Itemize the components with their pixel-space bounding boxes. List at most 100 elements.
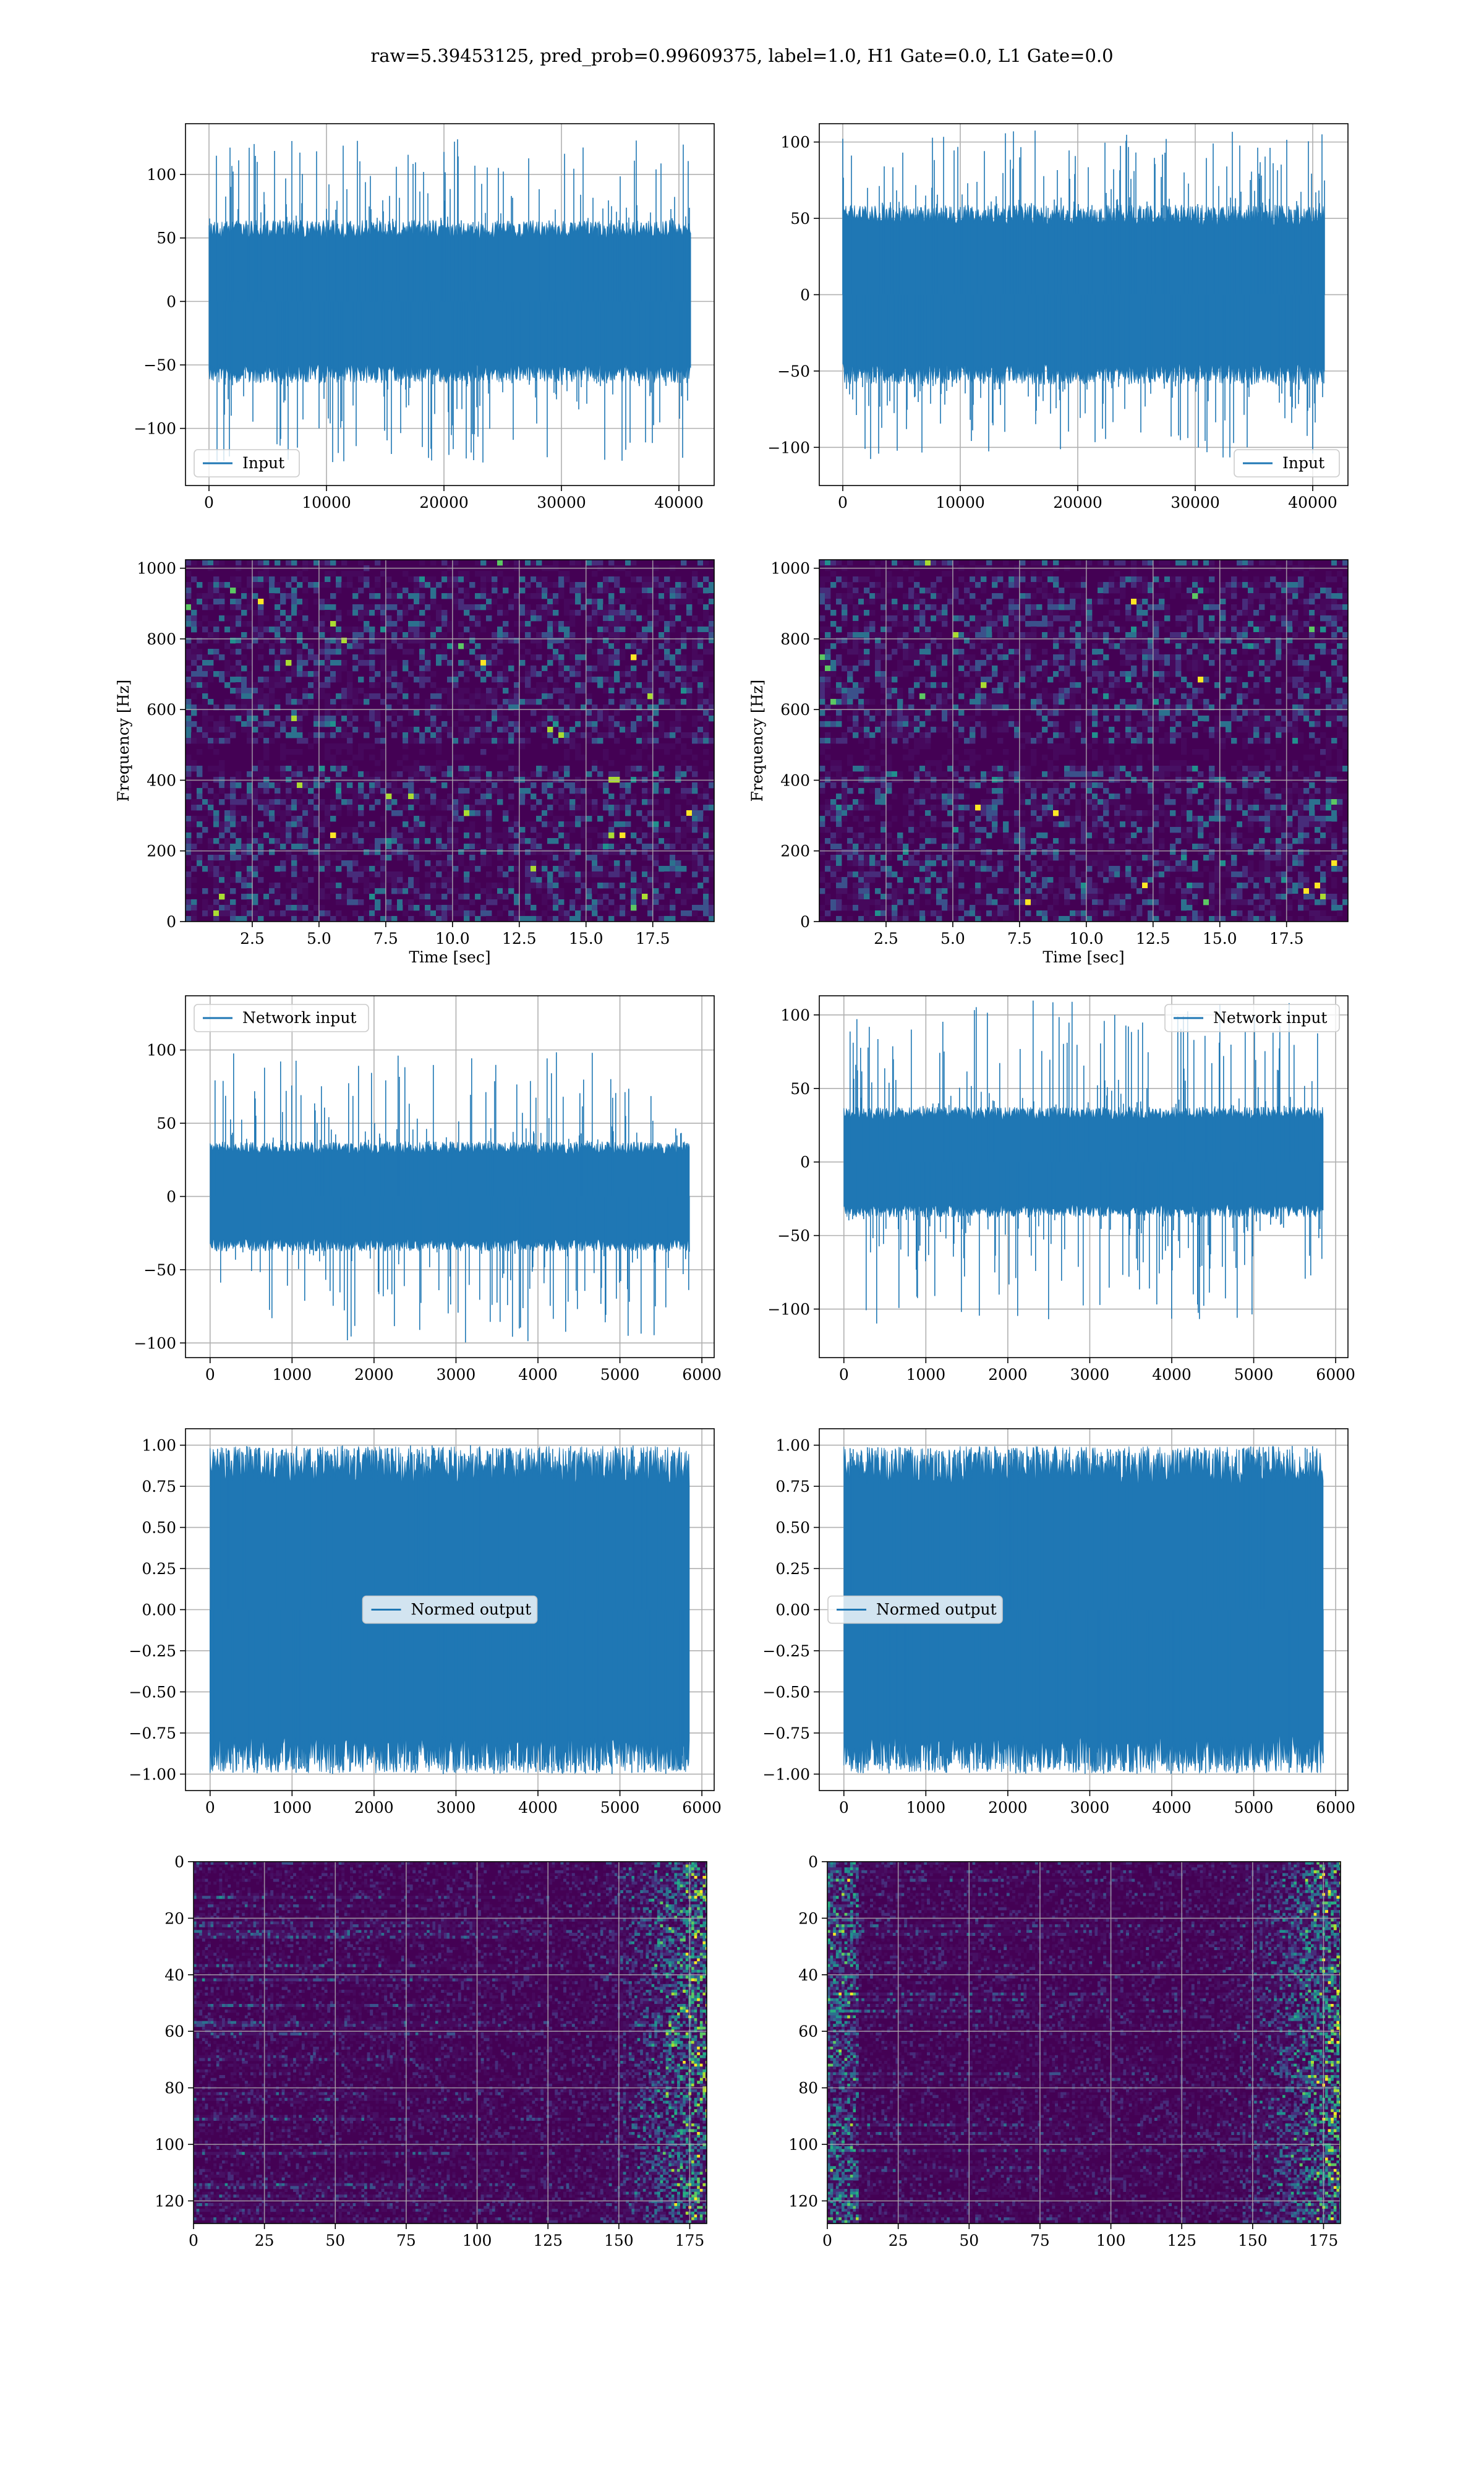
- heatmap-cell: [480, 699, 487, 705]
- heatmap-cell: [1226, 671, 1232, 677]
- heatmap-cell: [586, 827, 592, 833]
- heatmap-cell: [631, 894, 637, 900]
- heatmap-cell: [703, 677, 709, 683]
- legend: Input: [1234, 449, 1340, 477]
- heatmap-cell: [252, 788, 258, 794]
- heatmap-cell: [547, 771, 553, 777]
- heatmap-cell: [280, 827, 286, 833]
- heatmap-cell: [330, 666, 336, 672]
- heatmap-cell: [330, 833, 336, 839]
- heatmap-cell: [620, 604, 626, 610]
- heatmap-cell: [1098, 588, 1104, 594]
- heatmap-cell: [1175, 588, 1182, 594]
- heatmap-cell: [1226, 638, 1232, 644]
- heatmap-cell: [592, 905, 598, 911]
- heatmap-cell: [453, 593, 459, 599]
- heatmap-cell: [1148, 621, 1154, 627]
- heatmap-cell: [313, 588, 320, 594]
- heatmap-cell: [352, 799, 359, 805]
- heatmap-cell: [1187, 610, 1193, 616]
- heatmap-cell: [369, 638, 375, 644]
- heatmap-cell: [620, 682, 626, 688]
- heatmap-cell: [380, 788, 386, 794]
- heatmap-cell: [653, 844, 659, 850]
- heatmap-cell: [458, 855, 464, 861]
- heatmap-cell: [297, 710, 303, 716]
- heatmap-cell: [686, 749, 693, 755]
- heatmap-cell: [408, 883, 414, 889]
- heatmap-cell: [970, 593, 976, 599]
- heatmap-cell: [458, 788, 464, 794]
- heatmap-cell: [1014, 599, 1020, 605]
- heatmap-cell: [213, 877, 220, 883]
- heatmap-cell: [508, 771, 514, 777]
- heatmap-cell: [186, 732, 192, 738]
- heatmap-cell: [441, 649, 448, 655]
- heatmap-cell: [302, 560, 309, 566]
- heatmap-cell: [686, 666, 693, 672]
- heatmap-cell: [514, 821, 520, 828]
- heatmap-cell: [247, 888, 253, 894]
- heatmap-cell: [397, 888, 403, 894]
- heatmap-cell: [886, 582, 892, 588]
- heatmap-cell: [1136, 704, 1143, 711]
- heatmap-cell: [302, 710, 309, 716]
- heatmap-cell: [230, 599, 236, 605]
- heatmap-cell: [430, 888, 437, 894]
- heatmap-cell: [1025, 599, 1031, 605]
- heatmap-cell: [542, 849, 548, 855]
- heatmap-cell: [453, 788, 459, 794]
- heatmap-cell: [569, 599, 576, 605]
- heatmap-cell: [1264, 721, 1271, 727]
- heatmap-cell: [414, 660, 420, 666]
- heatmap-cell: [586, 699, 592, 705]
- heatmap-cell: [197, 749, 203, 755]
- heatmap-cell: [453, 855, 459, 861]
- heatmap-cell: [1237, 682, 1243, 688]
- heatmap-cell: [1125, 660, 1132, 666]
- heatmap-cell: [636, 693, 642, 700]
- heatmap-cell: [1342, 699, 1348, 705]
- heatmap-cell: [1042, 727, 1048, 733]
- heatmap-cell: [508, 833, 514, 839]
- heatmap-cell: [1248, 660, 1254, 666]
- heatmap-cell: [213, 916, 220, 922]
- heatmap-cell: [414, 844, 420, 850]
- heatmap-cell: [1326, 682, 1332, 688]
- heatmap-cell: [1031, 593, 1037, 599]
- heatmap-cell: [369, 794, 375, 800]
- heatmap-cell: [325, 910, 331, 917]
- heatmap-cell: [603, 704, 609, 711]
- heatmap-cell: [1070, 610, 1076, 616]
- heatmap-cell: [1003, 638, 1009, 644]
- heatmap-cell: [931, 704, 937, 711]
- heatmap-cell: [313, 693, 320, 700]
- heatmap-cell: [603, 838, 609, 844]
- heatmap-cell: [1192, 671, 1198, 677]
- heatmap-cell: [1036, 677, 1043, 683]
- heatmap-cell: [636, 749, 642, 755]
- heatmap-cell: [330, 766, 336, 772]
- heatmap-cell: [336, 638, 342, 644]
- heatmap-cell: [508, 699, 514, 705]
- heatmap-cell: [514, 693, 520, 700]
- heatmap-cell: [625, 732, 631, 738]
- heatmap-cell: [625, 821, 631, 828]
- heatmap-cell: [686, 816, 693, 822]
- heatmap-cell: [553, 838, 559, 844]
- heatmap-cell: [997, 699, 1004, 705]
- heatmap-cell: [486, 860, 492, 867]
- heatmap-cell: [1003, 671, 1009, 677]
- heatmap-cell: [519, 643, 526, 649]
- heatmap-cell: [647, 871, 654, 878]
- heatmap-cell: [302, 643, 309, 649]
- heatmap-cell: [425, 883, 431, 889]
- heatmap-cell: [252, 582, 258, 588]
- heatmap-cell: [453, 699, 459, 705]
- heatmap-cell: [1270, 599, 1276, 605]
- heatmap-cell: [480, 627, 487, 633]
- heatmap-cell: [586, 855, 592, 861]
- heatmap-cell: [886, 727, 892, 733]
- heatmap-cell: [931, 682, 937, 688]
- heatmap-cell: [441, 688, 448, 694]
